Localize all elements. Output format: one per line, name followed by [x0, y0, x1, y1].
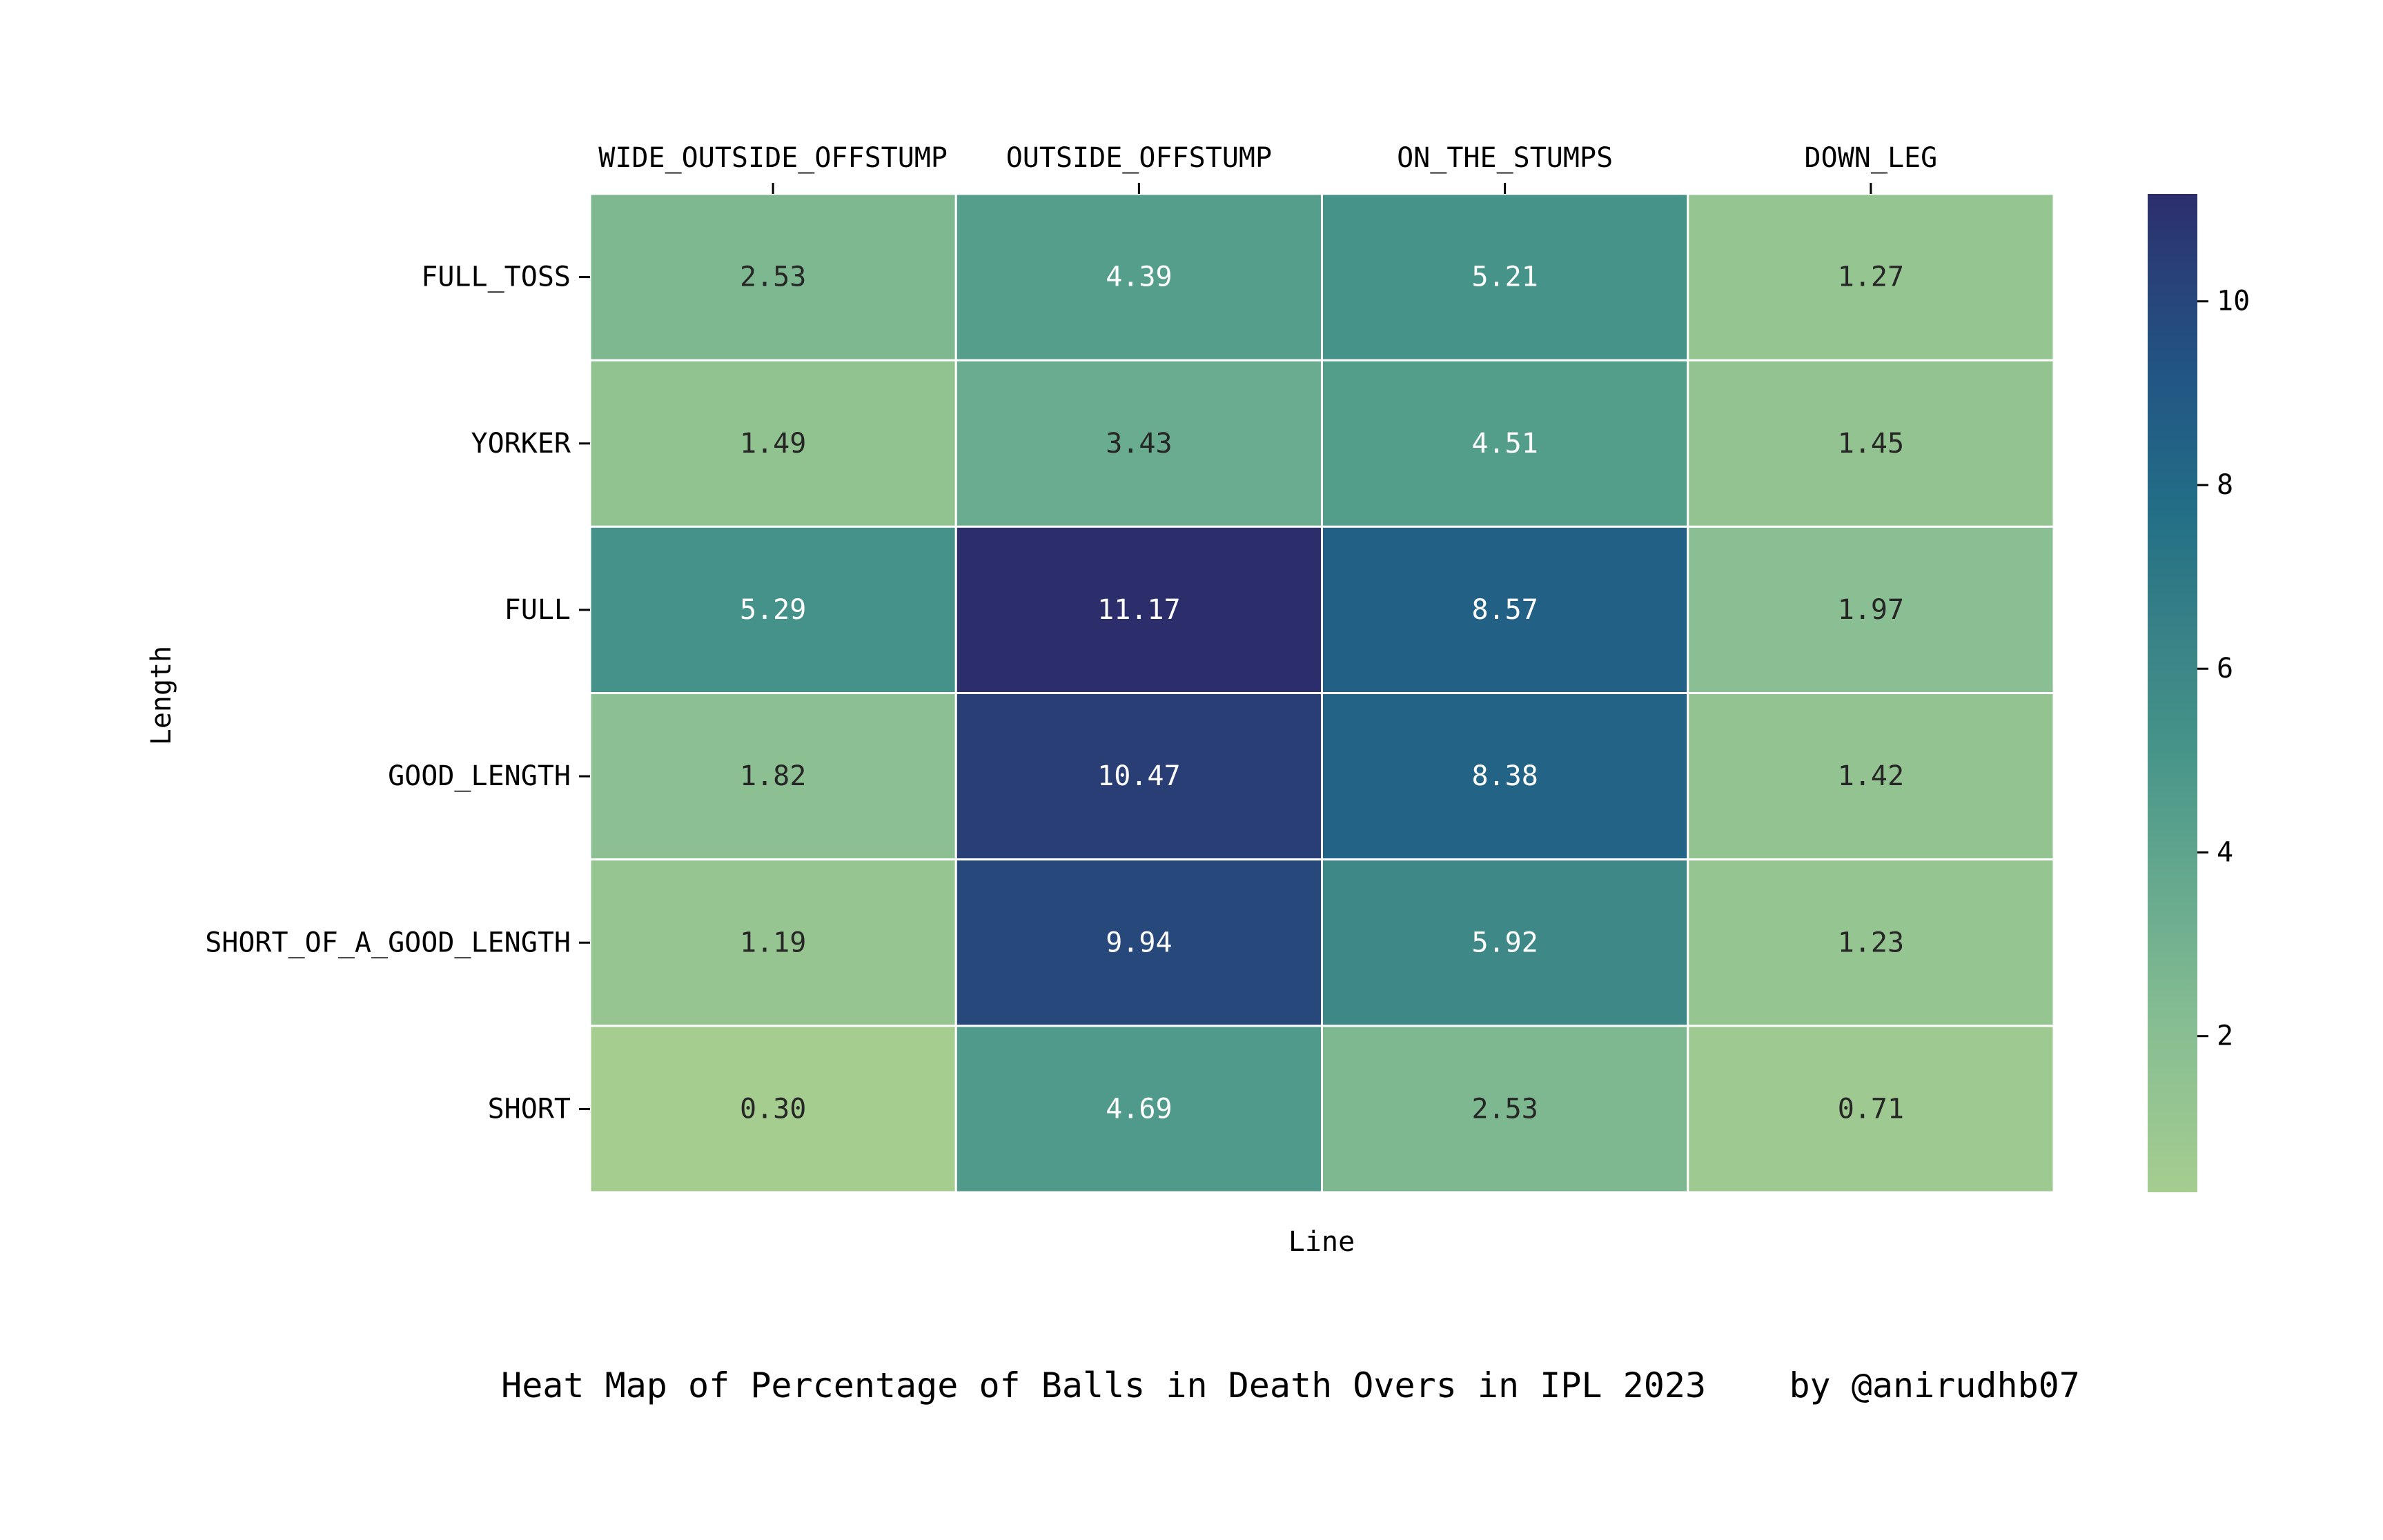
- y-tick-label: GOOD_LENGTH: [388, 760, 571, 792]
- heatmap-cell-labels: 2.53 4.39 5.21 1.27 1.49 3.43 4.51 1.45 5.29 11.1…: [740, 261, 1904, 1125]
- cell-value-label: 1.82: [740, 760, 806, 792]
- heatmap-cells: [589, 192, 2055, 1194]
- cell-value-label: 1.49: [740, 428, 806, 460]
- cell-value-label: 2.53: [1471, 1093, 1538, 1125]
- heatmap-cell: [589, 858, 957, 1027]
- cell-value-label: 1.23: [1838, 927, 1904, 958]
- heatmap-cell: [954, 858, 1323, 1027]
- cell-value-label: 11.17: [1097, 594, 1180, 626]
- colorbar-tick-label: 2: [2217, 1020, 2233, 1052]
- x-tick-label: WIDE_OUTSIDE_OFFSTUMP: [598, 142, 948, 174]
- cell-value-label: 1.42: [1838, 760, 1904, 792]
- heatmap-cell: [1687, 359, 2055, 528]
- chart-caption: Heat Map of Percentage of Balls in Death…: [501, 1365, 2080, 1405]
- heatmap-cell: [1687, 1025, 2055, 1194]
- y-tick-label: FULL: [504, 594, 571, 626]
- heatmap-cell: [1321, 858, 1689, 1027]
- heatmap-cell: [1321, 1025, 1689, 1194]
- cell-value-label: 1.27: [1838, 261, 1904, 293]
- heatmap-cell: [954, 359, 1323, 528]
- cell-value-label: 8.57: [1471, 594, 1538, 626]
- colorbar-ticks: 2 4 6 8 10: [2197, 286, 2250, 1052]
- y-axis-tick-labels: FULL_TOSS YORKER FULL GOOD_LENGTH SHORT_OF_A…: [205, 261, 571, 1125]
- heatmap-cell: [589, 192, 957, 362]
- heatmap-cell: [954, 525, 1323, 694]
- colorbar: 2 4 6 8 10: [2148, 194, 2250, 1192]
- heatmap-cell: [589, 692, 957, 861]
- y-tick-label: SHORT_OF_A_GOOD_LENGTH: [205, 927, 571, 958]
- cell-value-label: 4.69: [1106, 1093, 1172, 1125]
- x-tick-label: ON_THE_STUMPS: [1397, 142, 1613, 174]
- colorbar-tick-label: 4: [2217, 836, 2233, 868]
- heatmap-cell: [954, 692, 1323, 861]
- cell-value-label: 2.53: [740, 261, 806, 293]
- x-tick-label: OUTSIDE_OFFSTUMP: [1006, 142, 1272, 174]
- cell-value-label: 5.92: [1471, 927, 1538, 958]
- cell-value-label: 0.71: [1838, 1093, 1904, 1125]
- colorbar-gradient: [2148, 194, 2197, 1192]
- x-axis-tick-labels: WIDE_OUTSIDE_OFFSTUMP OUTSIDE_OFFSTUMP ON_…: [598, 142, 1937, 174]
- heatmap-cell: [954, 192, 1323, 362]
- heatmap-cell: [1687, 692, 2055, 861]
- cell-value-label: 9.94: [1106, 927, 1172, 958]
- heatmap-cell: [1321, 692, 1689, 861]
- cell-value-label: 0.30: [740, 1093, 806, 1125]
- y-tick-label: SHORT: [488, 1093, 571, 1125]
- heatmap-cell: [1687, 858, 2055, 1027]
- cell-value-label: 1.97: [1838, 594, 1904, 626]
- cell-value-label: 3.43: [1106, 428, 1172, 460]
- axis-ticks: [579, 183, 1872, 1110]
- x-axis-title: Line: [1288, 1226, 1355, 1258]
- heatmap-cell: [589, 359, 957, 528]
- heatmap-cell: [1687, 192, 2055, 362]
- cell-value-label: 8.38: [1471, 760, 1538, 792]
- heatmap-cell: [1687, 525, 2055, 694]
- y-tick-label: YORKER: [471, 428, 571, 460]
- cell-value-label: 4.39: [1106, 261, 1172, 293]
- y-axis-title: Length: [146, 646, 177, 746]
- cell-value-label: 10.47: [1097, 760, 1180, 792]
- colorbar-tick-label: 10: [2217, 286, 2250, 317]
- cell-value-label: 4.51: [1471, 428, 1538, 460]
- heatmap-cell: [954, 1025, 1323, 1194]
- x-tick-label: DOWN_LEG: [1805, 142, 1938, 174]
- y-tick-label: FULL_TOSS: [421, 261, 571, 293]
- colorbar-tick-label: 8: [2217, 469, 2233, 501]
- cell-value-label: 1.19: [740, 927, 806, 958]
- heatmap-cell: [589, 1025, 957, 1194]
- cell-value-label: 1.45: [1838, 428, 1904, 460]
- colorbar-tick-label: 6: [2217, 653, 2233, 684]
- cell-value-label: 5.29: [740, 594, 806, 626]
- cell-value-label: 5.21: [1471, 261, 1538, 293]
